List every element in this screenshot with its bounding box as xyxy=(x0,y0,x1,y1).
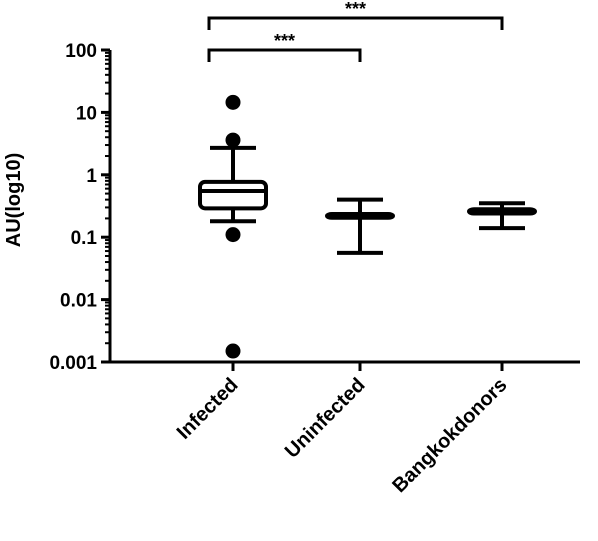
bracket-line xyxy=(207,16,504,30)
x-tick-label: Infected xyxy=(173,374,243,444)
x-axis: Infected Uninfected Bangkokdonors xyxy=(110,360,580,497)
y-axis-title: AU(log10) xyxy=(3,153,25,247)
bracket-line xyxy=(207,48,362,62)
x-tick-label: Bangkokdonors xyxy=(388,374,511,497)
x-tick-label: Uninfected xyxy=(281,374,370,463)
box-bangkokdonors xyxy=(467,201,537,231)
y-tick-label: 0.001 xyxy=(49,353,97,374)
y-tick-label: 0.01 xyxy=(60,291,97,312)
y-axis: 100 10 1 0.1 0.01 0.001 xyxy=(49,41,112,374)
box-iqr xyxy=(198,179,268,211)
y-tick-label: 100 xyxy=(65,41,97,62)
significance-bracket: *** xyxy=(207,31,362,62)
outlier-point xyxy=(225,132,241,148)
outlier-point xyxy=(225,94,241,110)
box-infected xyxy=(198,94,268,359)
significance-brackets: *** *** xyxy=(207,0,504,62)
outlier-point xyxy=(225,227,241,243)
box-uninfected xyxy=(325,197,395,255)
y-tick-label: 0.1 xyxy=(71,228,98,249)
outlier-point xyxy=(225,343,241,359)
y-tick-label: 1 xyxy=(86,166,97,187)
significance-label: *** xyxy=(274,31,295,51)
significance-label: *** xyxy=(345,0,366,19)
y-tick-label: 10 xyxy=(76,103,97,124)
box-plots xyxy=(198,94,537,359)
significance-bracket: *** xyxy=(207,0,504,30)
